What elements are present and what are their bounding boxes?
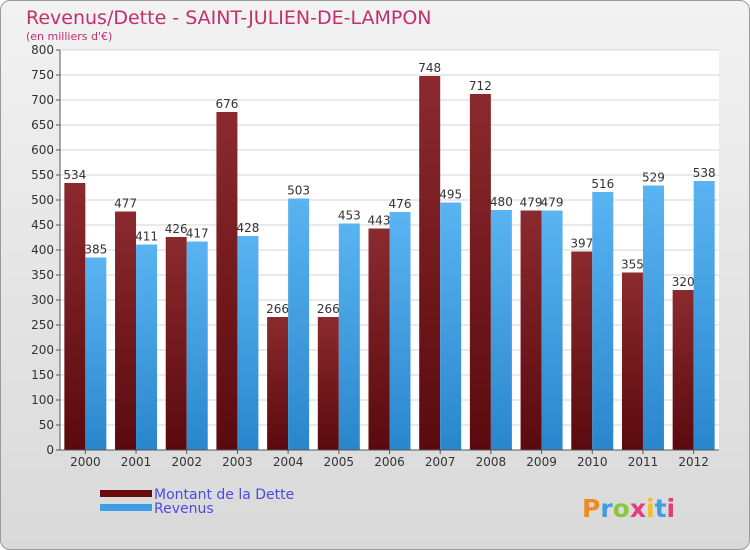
y-axis-ticks: 0 50 100 150 200 250 300 350 400 450 500 550 600 650 7… — [31, 43, 60, 457]
legend-label-debt: Montant de la Dette — [154, 487, 294, 503]
data-label: 443 — [368, 214, 391, 228]
bar-revenus — [136, 244, 158, 450]
data-label: 266 — [317, 302, 340, 316]
bar-dette — [165, 237, 187, 450]
y-tick-label: 600 — [31, 143, 54, 157]
data-label: 516 — [591, 177, 614, 191]
bar-dette — [368, 228, 390, 450]
bar-revenus — [541, 210, 563, 450]
x-tick-label: 2000 — [70, 455, 101, 469]
bar-dette — [317, 317, 339, 450]
data-label: 503 — [287, 184, 310, 198]
bar-revenus — [338, 223, 360, 450]
proxiti-logo: Proxiti — [582, 494, 675, 523]
y-tick-label: 150 — [31, 368, 54, 382]
data-label: 538 — [693, 166, 716, 180]
data-label: 453 — [338, 209, 361, 223]
legend: Montant de la Dette Revenus — [100, 487, 294, 517]
x-tick-label: 2005 — [324, 455, 355, 469]
bar-dette — [115, 211, 137, 450]
data-label: 428 — [236, 221, 259, 235]
y-tick-label: 400 — [31, 243, 54, 257]
bar-revenus — [693, 181, 715, 450]
y-tick-label: 200 — [31, 343, 54, 357]
data-label: 495 — [439, 188, 462, 202]
bar-revenus — [592, 192, 614, 450]
bar-dette — [64, 183, 86, 450]
chart-title: Revenus/Dette - SAINT-JULIEN-DE-LAMPON — [26, 7, 432, 29]
data-label: 712 — [469, 79, 492, 93]
x-tick-label: 2004 — [273, 455, 304, 469]
bar-dette — [571, 251, 593, 450]
x-tick-label: 2008 — [476, 455, 507, 469]
data-label: 676 — [215, 97, 238, 111]
x-tick-label: 2010 — [577, 455, 608, 469]
bar-dette — [672, 290, 694, 450]
y-tick-label: 800 — [31, 43, 54, 57]
data-label: 534 — [63, 168, 86, 182]
data-label: 476 — [389, 197, 412, 211]
x-tick-label: 2002 — [171, 455, 202, 469]
data-label: 385 — [84, 243, 107, 257]
data-label: 477 — [114, 197, 137, 211]
bar-dette — [267, 317, 289, 450]
y-tick-label: 700 — [31, 93, 54, 107]
y-tick-label: 500 — [31, 193, 54, 207]
chart-subtitle: (en milliers d'€) — [26, 30, 112, 43]
data-label: 529 — [642, 171, 665, 185]
bar-revenus — [85, 257, 107, 450]
y-tick-label: 50 — [39, 418, 54, 432]
x-tick-label: 2006 — [374, 455, 405, 469]
data-label: 480 — [490, 195, 513, 209]
y-tick-label: 350 — [31, 268, 54, 282]
x-tick-label: 2012 — [678, 455, 709, 469]
data-label: 417 — [186, 227, 209, 241]
bar-dette — [621, 272, 643, 450]
y-tick-label: 450 — [31, 218, 54, 232]
bar-revenus — [288, 198, 310, 450]
data-label: 426 — [165, 222, 188, 236]
legend-swatch-debt — [100, 490, 152, 497]
y-tick-label: 300 — [31, 293, 54, 307]
bar-revenus — [642, 185, 664, 450]
data-label: 748 — [418, 61, 441, 75]
bar-revenus — [490, 210, 512, 450]
data-label: 397 — [570, 237, 593, 251]
bar-revenus — [440, 202, 462, 450]
y-tick-label: 250 — [31, 318, 54, 332]
y-tick-label: 0 — [46, 443, 54, 457]
y-tick-label: 750 — [31, 68, 54, 82]
bar-revenus — [237, 236, 259, 450]
data-label: 479 — [520, 196, 543, 210]
x-tick-label: 2003 — [222, 455, 253, 469]
x-tick-label: 2011 — [628, 455, 659, 469]
data-label: 479 — [541, 196, 564, 210]
axes — [59, 50, 719, 451]
bar-revenus — [389, 212, 411, 450]
x-axis-ticks: 2000 2001 2002 2003 2004 2005 2006 2007 2008 2009… — [70, 450, 709, 469]
data-label: 411 — [135, 230, 158, 244]
x-tick-label: 2007 — [425, 455, 456, 469]
bar-dette — [419, 76, 441, 450]
bar-dette — [216, 112, 238, 450]
bars — [64, 76, 715, 450]
data-label: 320 — [672, 275, 695, 289]
y-tick-label: 550 — [31, 168, 54, 182]
legend-label-revenus: Revenus — [154, 501, 214, 517]
bar-dette — [469, 94, 491, 450]
y-tick-label: 650 — [31, 118, 54, 132]
data-label: 266 — [266, 302, 289, 316]
x-tick-label: 2009 — [526, 455, 557, 469]
bar-dette — [520, 210, 542, 450]
legend-swatch-revenus — [100, 504, 152, 511]
data-label: 355 — [621, 258, 644, 272]
bar-revenus — [186, 241, 208, 450]
y-tick-label: 100 — [31, 393, 54, 407]
x-tick-label: 2001 — [121, 455, 152, 469]
